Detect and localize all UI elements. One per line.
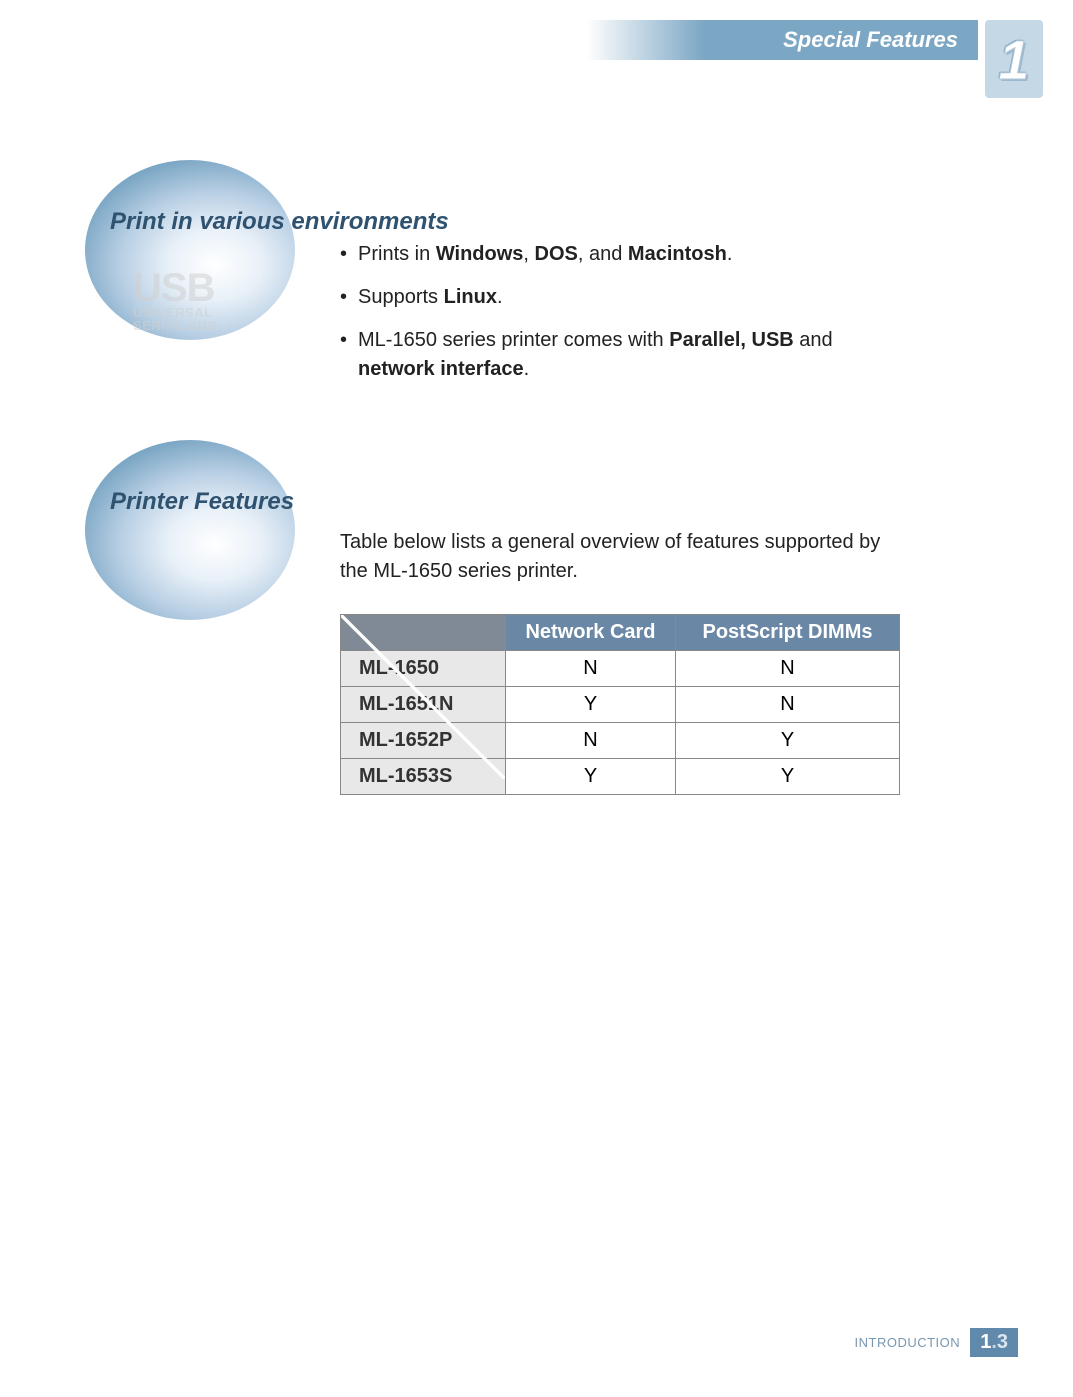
diagonal-icon [341, 615, 505, 779]
t: DOS [535, 243, 578, 265]
bullet-1-text: Prints in Windows, DOS, and Macintosh. [358, 240, 732, 269]
cell: N [506, 723, 676, 759]
ellipse-graphic-2: Printer Features [85, 440, 295, 620]
features-table-wrap: Network Card PostScript DIMMs ML-1650 N … [340, 614, 900, 795]
bullet-1: • Prints in Windows, DOS, and Macintosh. [340, 240, 910, 269]
t: Supports [358, 286, 444, 308]
t: network interface [358, 358, 524, 380]
chapter-tab: 1 [985, 20, 1043, 98]
header-band: Special Features [0, 20, 978, 60]
cell: Y [506, 759, 676, 795]
bullet-dot-icon: • [340, 326, 358, 384]
t: Windows [436, 243, 524, 265]
cell: N [506, 651, 676, 687]
t: Linux [444, 286, 497, 308]
ellipse-bg [85, 440, 295, 620]
usb-sub2: SERIAL BUS [133, 319, 217, 332]
section2-heading: Printer Features [110, 488, 294, 516]
t: , and [578, 243, 628, 265]
t: and [794, 329, 833, 351]
cell: Y [676, 723, 900, 759]
section1-heading: Print in various environments [110, 208, 449, 236]
t: ML-1650 series printer comes with [358, 329, 669, 351]
table-col-postscript: PostScript DIMMs [676, 615, 900, 651]
section-printer-features: Printer Features [85, 440, 295, 620]
bullet-2: • Supports Linux. [340, 283, 910, 312]
t: . [524, 358, 530, 380]
chapter-number: 1 [998, 27, 1029, 92]
cell: N [676, 651, 900, 687]
table-corner [341, 615, 506, 651]
bullet-3-text: ML-1650 series printer comes with Parall… [358, 326, 910, 384]
footer-page: 3 [997, 1331, 1008, 1353]
table-col-network: Network Card [506, 615, 676, 651]
t: Macintosh [628, 243, 727, 265]
bullet-3: • ML-1650 series printer comes with Para… [340, 326, 910, 384]
header-title: Special Features [783, 27, 958, 53]
footer-label: INTRODUCTION [855, 1335, 961, 1350]
bullet-dot-icon: • [340, 283, 358, 312]
t: . [727, 243, 733, 265]
t: Prints in [358, 243, 436, 265]
footer-chapter: 1 [980, 1331, 991, 1353]
t: , [523, 243, 534, 265]
section-environments: Print in various environments USB UNIVER… [85, 160, 295, 340]
cell: N [676, 687, 900, 723]
bullet-2-text: Supports Linux. [358, 283, 503, 312]
page-footer: INTRODUCTION 1.3 [855, 1328, 1018, 1357]
cell: Y [676, 759, 900, 795]
cell: Y [506, 687, 676, 723]
features-table: Network Card PostScript DIMMs ML-1650 N … [340, 614, 900, 795]
ellipse-graphic-1: Print in various environments USB UNIVER… [85, 160, 295, 340]
page-number-box: 1.3 [970, 1328, 1018, 1357]
bullet-dot-icon: • [340, 240, 358, 269]
table-header-row: Network Card PostScript DIMMs [341, 615, 900, 651]
section2-intro: Table below lists a general overview of … [340, 528, 910, 586]
section1-body: • Prints in Windows, DOS, and Macintosh.… [340, 240, 910, 398]
usb-logo-icon: USB UNIVERSAL SERIAL BUS [133, 270, 217, 332]
usb-wordmark: USB [133, 270, 217, 306]
t: . [497, 286, 503, 308]
t: Parallel, USB [669, 329, 794, 351]
